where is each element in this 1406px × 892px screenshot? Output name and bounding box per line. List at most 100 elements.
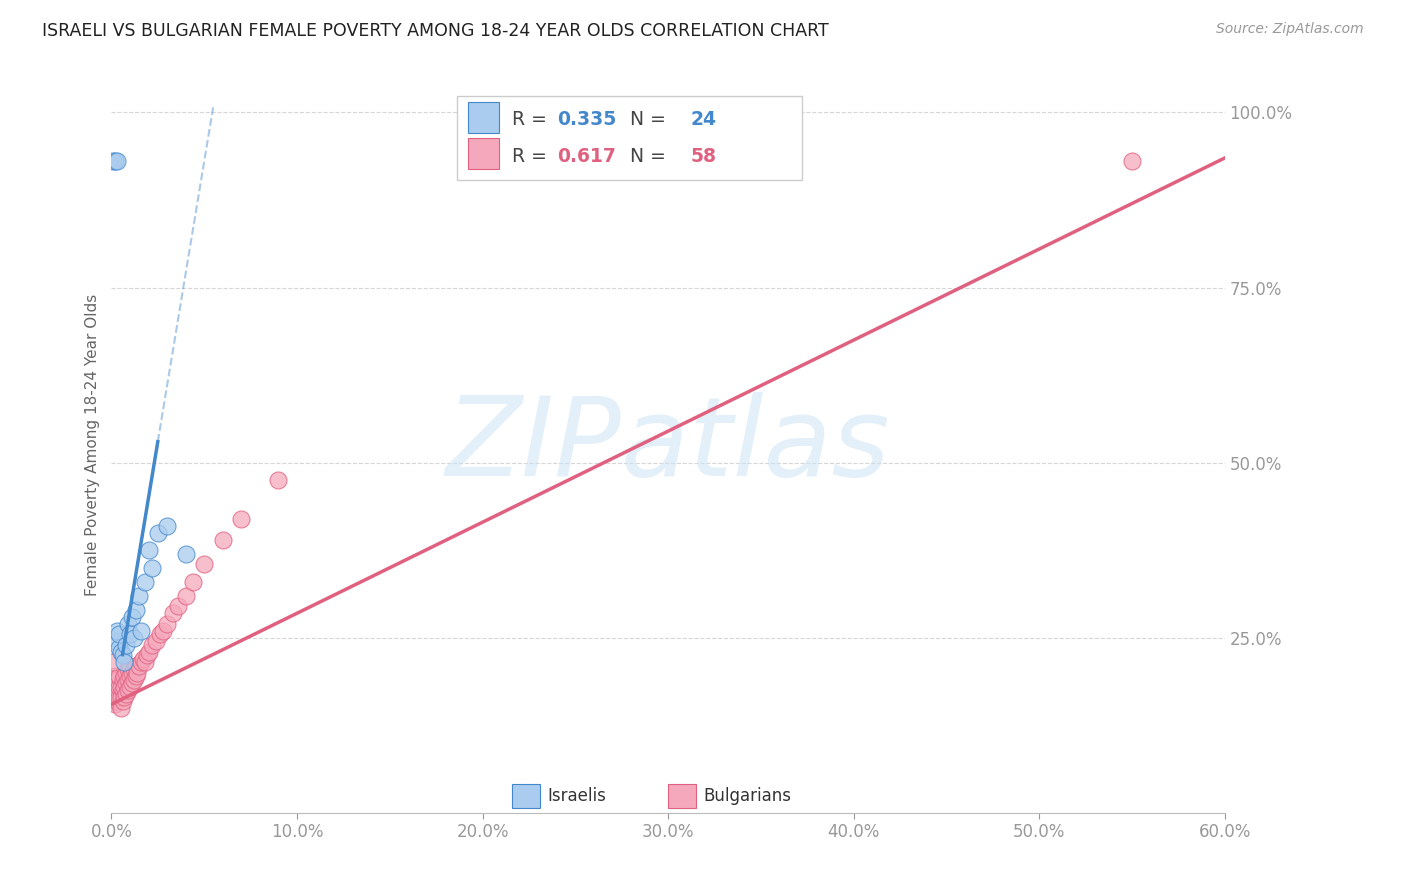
Point [118,669,141,683]
Text: ISRAELI VS BULGARIAN FEMALE POVERTY AMONG 18-24 YEAR OLDS CORRELATION CHART: ISRAELI VS BULGARIAN FEMALE POVERTY AMON… [42,22,830,40]
Point [152,624,174,638]
Point [112,655,135,669]
Point [135,648,157,663]
Point [117,662,139,676]
FancyBboxPatch shape [668,784,696,808]
Point [108,690,131,705]
Text: 0.335: 0.335 [557,110,616,128]
Point [115,638,138,652]
Point [110,690,132,705]
Point [146,525,169,540]
Point [122,631,145,645]
Point [112,680,135,694]
Text: R =: R = [512,110,553,128]
Point [181,574,204,589]
Point [1121,154,1143,169]
Point [127,665,149,680]
Point [134,574,156,589]
Point [108,641,131,656]
Point [121,676,143,690]
Point [103,655,125,669]
Point [104,634,127,648]
Point [112,669,135,683]
Point [121,665,143,680]
Text: Bulgarians: Bulgarians [703,787,792,805]
FancyBboxPatch shape [457,95,801,180]
Point [122,662,145,676]
Point [156,518,179,533]
Point [118,658,141,673]
Point [104,669,127,683]
Point [231,512,253,526]
Point [108,680,131,694]
Point [132,652,155,666]
Point [111,694,134,708]
FancyBboxPatch shape [468,138,499,169]
Point [104,154,127,169]
Text: 24: 24 [690,110,716,128]
Point [105,694,128,708]
Text: R =: R = [512,146,553,166]
Point [145,634,167,648]
Point [156,616,179,631]
Point [104,676,127,690]
Point [103,694,125,708]
Point [111,673,134,687]
Text: Source: ZipAtlas.com: Source: ZipAtlas.com [1216,22,1364,37]
Point [129,655,152,669]
Text: 0.617: 0.617 [557,146,616,166]
Point [105,154,128,169]
Point [117,673,139,687]
Point [118,627,141,641]
Point [267,473,290,487]
Point [141,560,163,574]
Point [110,701,132,715]
Point [167,599,190,614]
Point [211,533,233,547]
Text: N =: N = [619,110,672,128]
Point [134,655,156,669]
Point [104,698,127,712]
Point [149,627,172,641]
Point [115,676,138,690]
Point [174,589,197,603]
Point [124,658,146,673]
Point [129,624,152,638]
Point [124,669,146,683]
Point [174,547,197,561]
Point [112,690,135,705]
Point [104,687,127,701]
Point [162,607,184,621]
Point [193,558,215,572]
Text: 58: 58 [690,146,716,166]
Text: N =: N = [619,146,672,166]
Point [138,543,160,558]
Point [111,683,134,698]
Point [115,665,138,680]
FancyBboxPatch shape [468,102,499,133]
Point [128,589,150,603]
Point [118,680,141,694]
Point [105,683,128,698]
Point [115,687,138,701]
Point [117,683,139,698]
Point [108,627,131,641]
Point [138,645,160,659]
Point [124,603,146,617]
Y-axis label: Female Poverty Among 18-24 Year Olds: Female Poverty Among 18-24 Year Olds [86,294,100,596]
Point [105,624,128,638]
Point [103,683,125,698]
Point [110,680,132,694]
Point [117,616,139,631]
Point [128,658,150,673]
Point [141,638,163,652]
Text: ZIPatlas: ZIPatlas [446,392,890,499]
Point [110,645,132,659]
Point [111,648,134,663]
Point [108,669,131,683]
Point [121,609,143,624]
FancyBboxPatch shape [512,784,540,808]
Point [122,673,145,687]
Point [105,673,128,687]
Point [103,154,125,169]
